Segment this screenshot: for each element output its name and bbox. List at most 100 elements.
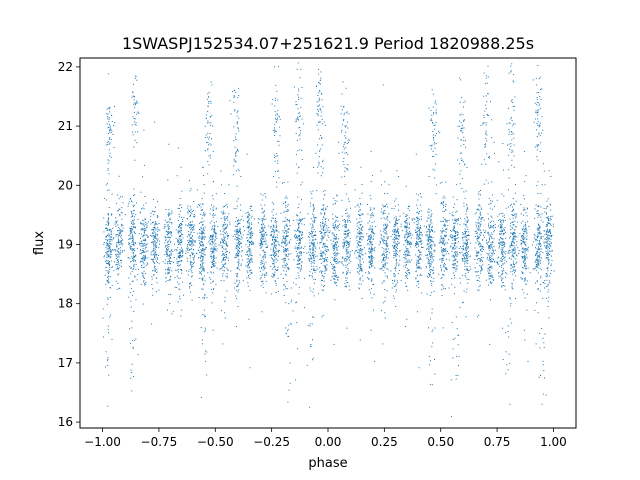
data-point: [130, 236, 132, 238]
data-point: [151, 250, 153, 252]
data-point: [263, 255, 265, 257]
data-point: [428, 248, 430, 250]
data-point: [121, 196, 123, 198]
data-point: [445, 181, 447, 183]
data-point: [456, 238, 458, 239]
data-point: [398, 176, 400, 177]
data-point: [225, 248, 227, 250]
data-point: [246, 270, 248, 272]
data-point: [432, 261, 434, 263]
data-point: [156, 241, 158, 243]
data-point: [417, 238, 419, 240]
data-point: [313, 288, 315, 290]
data-point: [194, 255, 196, 257]
data-point: [466, 260, 468, 262]
data-point: [444, 218, 446, 220]
data-point: [287, 268, 289, 270]
data-point: [406, 222, 408, 224]
data-point: [311, 253, 313, 254]
data-point: [477, 238, 479, 240]
data-point: [108, 248, 110, 250]
data-point: [463, 255, 465, 257]
data-point: [237, 231, 239, 233]
data-point: [461, 237, 463, 239]
data-point: [321, 275, 323, 277]
data-point: [370, 238, 372, 240]
data-point: [322, 261, 324, 263]
data-point: [475, 226, 477, 228]
data-point: [348, 242, 350, 244]
data-point: [178, 216, 180, 218]
data-point: [311, 248, 313, 250]
data-point: [453, 272, 454, 274]
data-point: [465, 213, 467, 215]
data-point: [143, 129, 145, 131]
data-point: [373, 208, 375, 210]
data-point: [214, 232, 215, 234]
data-point: [347, 243, 349, 245]
data-point: [222, 245, 224, 247]
data-point: [330, 262, 331, 263]
data-point: [190, 240, 192, 242]
data-point: [234, 225, 236, 227]
data-point: [285, 248, 287, 250]
data-point: [274, 281, 276, 282]
data-point: [141, 245, 143, 247]
data-point: [301, 219, 303, 221]
data-point: [361, 236, 362, 238]
data-point: [262, 265, 264, 267]
data-point: [333, 243, 335, 245]
data-point: [287, 250, 289, 252]
data-point: [443, 274, 445, 276]
data-point: [142, 223, 144, 225]
data-point: [209, 222, 211, 224]
data-point: [368, 278, 370, 280]
data-point: [474, 231, 476, 232]
data-point: [177, 239, 179, 241]
data-point: [386, 236, 388, 238]
data-point: [299, 270, 301, 272]
data-point: [392, 230, 394, 232]
data-point: [203, 245, 204, 247]
data-point: [215, 233, 216, 235]
data-point: [180, 204, 182, 206]
data-point: [107, 271, 109, 273]
data-point: [188, 231, 190, 232]
data-point: [324, 124, 326, 126]
data-point: [385, 233, 387, 235]
data-point: [429, 264, 431, 266]
data-point: [417, 266, 419, 268]
data-point: [251, 260, 253, 262]
data-point: [430, 268, 432, 270]
data-point: [191, 241, 193, 243]
data-point: [176, 249, 178, 251]
data-point: [151, 229, 153, 231]
data-point: [430, 258, 432, 260]
data-point: [423, 225, 425, 227]
data-point: [179, 251, 181, 253]
data-point: [224, 267, 226, 269]
data-point: [180, 231, 182, 233]
data-point: [482, 239, 483, 241]
data-point: [312, 316, 314, 318]
data-point: [381, 254, 383, 256]
data-point: [140, 243, 142, 244]
data-point: [115, 255, 117, 257]
data-point: [337, 279, 338, 281]
data-point: [146, 243, 148, 245]
data-point: [133, 195, 135, 196]
data-point: [345, 237, 347, 239]
data-point: [264, 276, 266, 278]
data-point: [178, 242, 180, 244]
data-point: [180, 247, 182, 249]
data-point: [129, 328, 131, 330]
data-point: [431, 256, 433, 258]
data-point: [479, 194, 481, 196]
data-point: [297, 258, 299, 260]
data-point: [185, 270, 187, 272]
data-point: [312, 239, 313, 241]
data-point: [382, 240, 384, 242]
data-point: [166, 250, 168, 252]
data-point: [464, 268, 466, 270]
